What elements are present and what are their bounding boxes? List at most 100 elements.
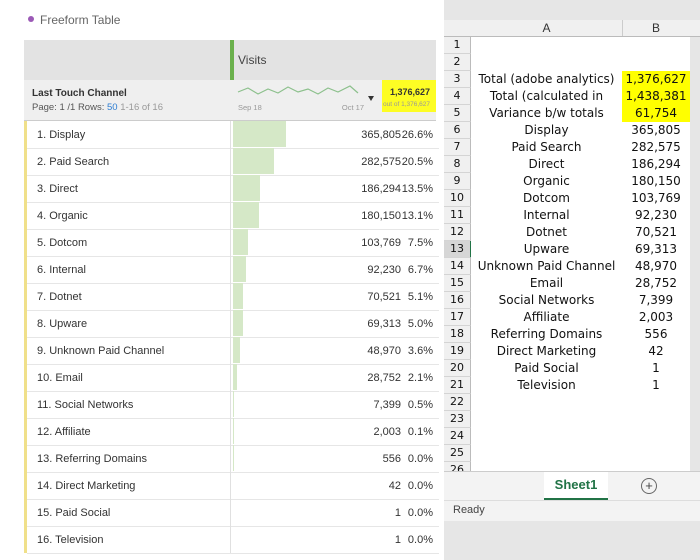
- row-number: 9: [444, 173, 471, 190]
- cell: Paid Social: [471, 360, 622, 377]
- row-number: 24: [444, 428, 471, 445]
- sparkline-area: 1,376,627 out of 1,376,627 Sep 18 Oct 17: [237, 80, 436, 112]
- dimension-name[interactable]: Last Touch Channel: [32, 88, 127, 99]
- cell: Email: [471, 275, 622, 292]
- row-number: 3: [444, 71, 471, 88]
- column-header[interactable]: B: [651, 21, 660, 35]
- visits-share: 3.6%: [407, 345, 433, 357]
- visits-share: 20.5%: [401, 156, 433, 168]
- cell: 70,521: [622, 224, 690, 241]
- row-label: 4. Organic: [37, 210, 88, 222]
- visits-bar: [233, 148, 275, 174]
- visits-value: 42: [388, 480, 401, 492]
- visits-value: 556: [382, 453, 401, 465]
- sheet-row: 14 Unknown Paid Channel 48,970: [444, 258, 700, 275]
- row-number: 18: [444, 326, 471, 343]
- row-number: 7: [444, 139, 471, 156]
- table-row: 3. Direct 186,294 13.5%: [27, 175, 439, 203]
- cell: Organic: [471, 173, 622, 190]
- visits-share: 0.0%: [407, 453, 433, 465]
- cell: Upware: [471, 241, 622, 258]
- spark-start: Sep 18: [238, 103, 262, 112]
- visits-bar: [233, 283, 244, 309]
- visits-share: 0.1%: [407, 426, 433, 438]
- row-number: 22: [444, 394, 471, 411]
- cell: [471, 54, 622, 71]
- sheet-tab[interactable]: Sheet1: [544, 472, 608, 500]
- row-number: 15: [444, 275, 471, 292]
- metric-name[interactable]: Visits: [238, 53, 267, 67]
- row-number: 12: [444, 224, 471, 241]
- visits-bar: [233, 337, 241, 363]
- cell: 103,769: [622, 190, 690, 207]
- visits-share: 26.6%: [401, 129, 433, 141]
- rows-per-page[interactable]: 50: [107, 102, 118, 113]
- cell: [471, 428, 622, 445]
- cell: [471, 411, 622, 428]
- status-bar: Ready: [444, 500, 700, 521]
- cell: 28,752: [622, 275, 690, 292]
- row-number: 8: [444, 156, 471, 173]
- cell: 1,438,381: [622, 88, 690, 105]
- cell: Referring Domains: [471, 326, 622, 343]
- row-label: 16. Television: [37, 534, 104, 546]
- table-row: 2. Paid Search 282,575 20.5%: [27, 148, 439, 176]
- cell: [622, 411, 690, 428]
- visits-bar: [233, 391, 235, 417]
- cell: 7,399: [622, 292, 690, 309]
- tab-bar: Sheet1 +: [444, 471, 700, 500]
- table-row: 13. Referring Domains 556 0.0%: [27, 445, 439, 473]
- sheet-row: 23: [444, 411, 700, 428]
- sheet-row: 3 Total (adobe analytics) 1,376,627: [444, 71, 700, 88]
- visits-share: 13.5%: [401, 183, 433, 195]
- column-header[interactable]: A: [471, 20, 623, 36]
- add-sheet-button[interactable]: +: [641, 478, 657, 494]
- table-row: 5. Dotcom 103,769 7.5%: [27, 229, 439, 257]
- visits-bar: [233, 364, 238, 390]
- row-number: 4: [444, 88, 471, 105]
- cell: [622, 37, 690, 54]
- cell: 42: [622, 343, 690, 360]
- sheet-row: 13 Upware 69,313: [444, 241, 700, 258]
- total-value: 1,376,627: [390, 87, 430, 97]
- cell: Unknown Paid Channel: [471, 258, 622, 275]
- panel-dot: [28, 16, 34, 22]
- row-label: 2. Paid Search: [37, 156, 110, 168]
- visits-bar: [233, 229, 249, 255]
- cell: 48,970: [622, 258, 690, 275]
- row-range: 1-16 of 16: [120, 102, 164, 113]
- visits-value: 180,150: [361, 210, 401, 222]
- cell: [471, 445, 622, 462]
- highlight: [382, 80, 436, 112]
- sheet-row: 2: [444, 54, 700, 71]
- cell: Total (adobe analytics): [471, 71, 622, 88]
- cell: [471, 37, 622, 54]
- status-text: Ready: [453, 504, 485, 516]
- table-row: 1. Display 365,805 26.6%: [27, 121, 439, 149]
- row-label: 6. Internal: [37, 264, 86, 276]
- row-number: 11: [444, 207, 471, 224]
- table-body: 1. Display 365,805 26.6% 2. Paid Search 282,…: [24, 121, 439, 554]
- row-label: 12. Affiliate: [37, 426, 91, 438]
- sheet-row: 7 Paid Search 282,575: [444, 139, 700, 156]
- row-number: 25: [444, 445, 471, 462]
- visits-value: 48,970: [367, 345, 401, 357]
- sheet-row: 11 Internal 92,230: [444, 207, 700, 224]
- cell: [622, 445, 690, 462]
- column-header-bar: A B: [444, 20, 700, 37]
- cell: Dotnet: [471, 224, 622, 241]
- row-number: 14: [444, 258, 471, 275]
- visits-share: 6.7%: [407, 264, 433, 276]
- visits-share: 0.5%: [407, 399, 433, 411]
- cell: [471, 394, 622, 411]
- sheet-row: 1: [444, 37, 700, 54]
- excel-window: A B 1 2 3 Total (adobe analytics) 1,376,627 4…: [444, 0, 700, 560]
- visits-bar: [233, 310, 244, 336]
- sheet-row: 10 Dotcom 103,769: [444, 190, 700, 207]
- visits-value: 92,230: [367, 264, 401, 276]
- row-number: 5: [444, 105, 471, 122]
- visits-value: 70,521: [367, 291, 401, 303]
- visits-bar: [233, 256, 247, 282]
- sheet-row: 18 Referring Domains 556: [444, 326, 700, 343]
- table-row: 11. Social Networks 7,399 0.5%: [27, 391, 439, 419]
